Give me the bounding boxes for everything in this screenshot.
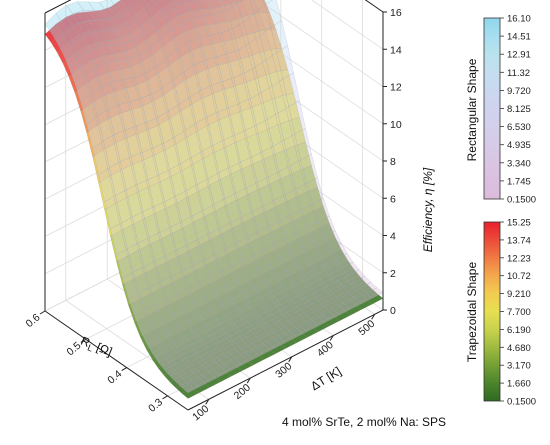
x-axis-line — [44, 310, 189, 411]
x-tick — [162, 395, 168, 400]
y-tick-label: 400 — [315, 339, 336, 360]
y-tick-label: 300 — [273, 360, 294, 381]
colorbar-tick-label: 9.210 — [507, 289, 531, 300]
colorbar-bar — [483, 17, 501, 200]
y-axis-label: ΔT [K] — [308, 364, 344, 393]
grid-line — [311, 0, 384, 50]
x-tick-label: 0.3 — [146, 396, 165, 415]
colorbar-tick-label: 7.700 — [507, 307, 531, 318]
colorbar-tick-label: 0.1500 — [507, 195, 536, 206]
colorbar-tick-label: 9.720 — [507, 86, 531, 97]
colorbar-tick-label: 8.125 — [507, 104, 531, 115]
efficiency-surface — [44, 0, 384, 399]
colorbar-tick-label: 16.10 — [507, 14, 531, 25]
y-tick — [329, 335, 334, 341]
colorbar-tick-label: 3.340 — [507, 158, 531, 169]
z-axis-label: Efficiency, η [%] — [421, 167, 435, 252]
colorbar-tick-label: 12.91 — [507, 50, 531, 61]
colorbar-bar — [483, 221, 501, 402]
x-axis-label: RL [Ω] — [78, 334, 114, 361]
y-tick — [205, 399, 210, 405]
surface-cell — [181, 387, 200, 399]
colorbar-tick-label: 14.51 — [507, 32, 531, 43]
z-tick-label: 10 — [390, 119, 402, 131]
z-tick-label: 6 — [390, 193, 396, 205]
colorbar-tick-label: 4.935 — [507, 140, 531, 151]
y-tick-label: 500 — [356, 318, 377, 339]
colorbar-title: Trapezoidal Shape — [465, 262, 479, 363]
z-tick-label: 2 — [390, 268, 396, 280]
figure-caption: 4 mol% SrTe, 2 mol% Na: SPS — [282, 415, 446, 429]
colorbars: 16.10 14.51 12.91 11.32 9.720 8.125 6.530 4.935… — [465, 14, 536, 408]
colorbar-tick-label: 4.680 — [507, 343, 531, 354]
y-axis-line — [187, 309, 384, 411]
z-tick-label: 0 — [390, 305, 396, 317]
colorbar-tick-label: 1.660 — [507, 379, 531, 390]
x-tick-label: 0.4 — [105, 368, 124, 387]
x-tick — [121, 367, 127, 372]
colorbar-tick-label: 15.25 — [507, 218, 531, 229]
axis-frame — [39, 0, 387, 411]
colorbar-tick-label: 12.23 — [507, 253, 531, 264]
colorbar-tick-label: 6.190 — [507, 325, 531, 336]
y-tick-label: 100 — [190, 403, 211, 424]
y-tick-label: 200 — [232, 381, 253, 402]
x-tick — [80, 338, 87, 343]
z-tick-label: 12 — [390, 82, 402, 94]
z-tick-label: 8 — [390, 156, 396, 168]
surface-cell — [235, 0, 243, 5]
y-tick — [288, 356, 293, 363]
x-tick — [39, 310, 46, 315]
colorbar-tick-label: 13.74 — [507, 235, 531, 246]
z-tick-label: 16 — [390, 7, 402, 19]
y-tick — [371, 313, 376, 320]
colorbar-tick-label: 6.530 — [507, 122, 531, 133]
colorbar-trapezoidal: 15.25 13.74 12.23 10.72 9.210 7.700 6.190 4.680… — [465, 218, 536, 408]
y-tick — [246, 377, 251, 384]
rectangular-surface — [44, 0, 384, 394]
colorbar-tick-label: 1.745 — [507, 176, 531, 187]
colorbar-tick-label: 10.72 — [507, 271, 531, 282]
surface-cell — [181, 381, 200, 394]
colorbar-tick-label: 11.32 — [507, 68, 530, 79]
colorbar-tick-label: 0.1500 — [507, 397, 536, 408]
colorbar-tick-label: 3.170 — [507, 361, 531, 372]
x-tick-label: 0.6 — [24, 311, 43, 330]
z-tick-label: 4 — [390, 231, 396, 243]
colorbar-rectangular: 16.10 14.51 12.91 11.32 9.720 8.125 6.530 4.935… — [465, 14, 536, 206]
colorbar-title: Rectangular Shape — [465, 58, 479, 161]
z-tick-label: 14 — [390, 44, 402, 56]
